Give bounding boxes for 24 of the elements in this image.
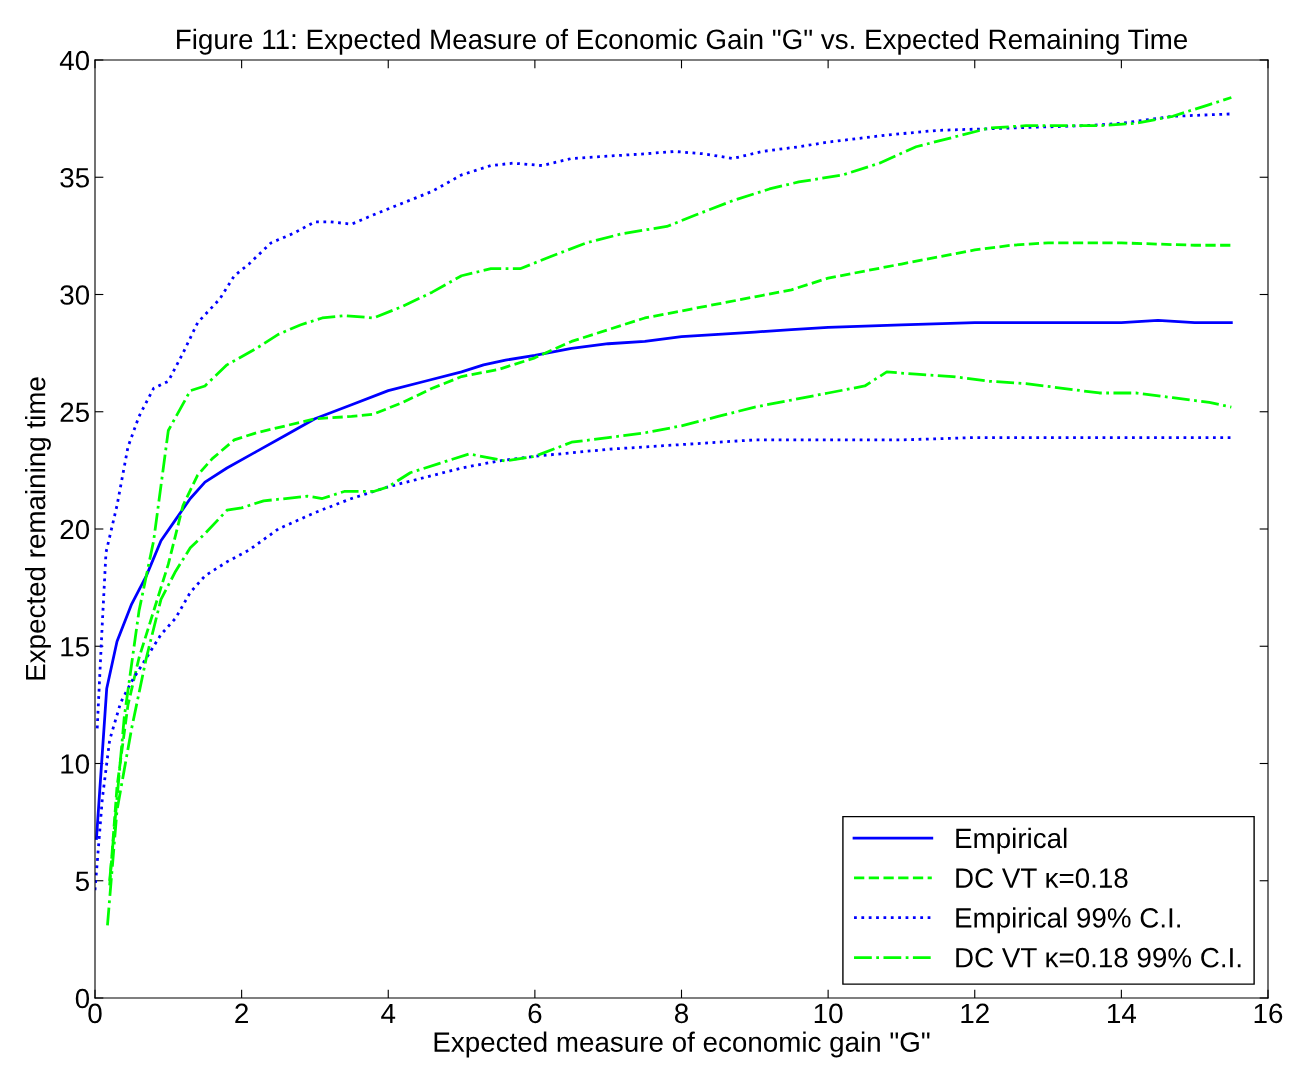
legend-label: Empirical bbox=[956, 827, 1067, 854]
y-tick-label: 25 bbox=[60, 402, 89, 423]
chart-title: Figure 11: Expected Measure of Economic Gain "G" vs. Expected Remaining Time bbox=[177, 28, 1188, 55]
x-tick-label: 6 bbox=[528, 1003, 542, 1024]
y-tick-label: 5 bbox=[75, 871, 89, 892]
x-tick-label: 16 bbox=[1254, 1003, 1283, 1024]
y-tick-label: 40 bbox=[59, 50, 90, 71]
x-tick-label: 8 bbox=[674, 1003, 689, 1024]
x-axis-title: Expected measure of economic gain "G" bbox=[434, 1031, 930, 1058]
x-tick-label: 10 bbox=[814, 1003, 843, 1024]
y-tick-label: 35 bbox=[60, 167, 89, 188]
x-tick-label: 12 bbox=[961, 1003, 989, 1023]
legend-label: DC VT κ=0.18 99% C.I. bbox=[956, 947, 1241, 968]
legend-label: Empirical 99% C.I. bbox=[956, 907, 1180, 934]
y-tick-label: 20 bbox=[60, 519, 90, 540]
y-axis-title: Expected remaining time bbox=[25, 377, 51, 680]
y-tick-label: 15 bbox=[61, 637, 89, 657]
x-tick-label: 14 bbox=[1108, 1003, 1137, 1023]
y-tick-label: 10 bbox=[61, 754, 90, 774]
legend-label: DC VT κ=0.18 bbox=[956, 868, 1128, 888]
x-tick-label: 2 bbox=[235, 1003, 248, 1023]
y-tick-label: 30 bbox=[60, 285, 90, 305]
y-tick-label: 0 bbox=[75, 988, 90, 1009]
x-tick-label: 4 bbox=[381, 1003, 396, 1023]
